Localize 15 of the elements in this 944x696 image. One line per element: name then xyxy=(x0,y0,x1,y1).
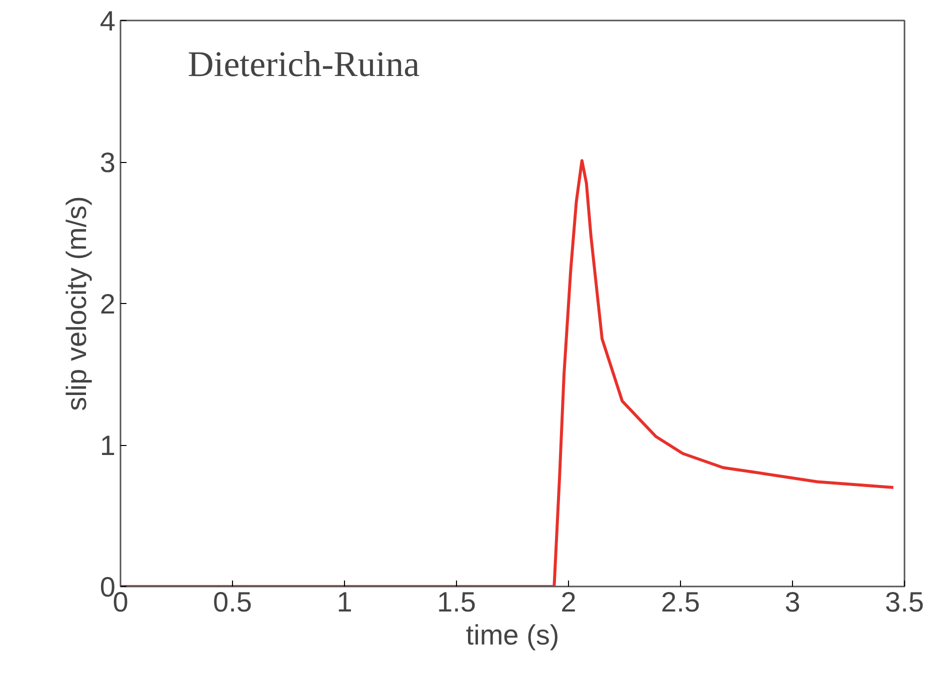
x-tick-label: 1.5 xyxy=(437,586,476,618)
x-tick-label: 3.5 xyxy=(885,586,924,618)
x-tick-label: 1 xyxy=(336,586,352,618)
x-tick-label: 2.5 xyxy=(661,586,700,618)
y-tick-label: 3 xyxy=(100,147,116,178)
x-tick-label: 3 xyxy=(784,586,800,618)
y-axis-title: slip velocity (m/s) xyxy=(60,196,92,411)
y-tick-label: 4 xyxy=(100,6,116,36)
y-tick-label: 1 xyxy=(100,430,116,461)
line-series xyxy=(120,159,895,586)
x-tick-label: 0.5 xyxy=(213,586,252,618)
x-axis-title: time (s) xyxy=(466,620,560,650)
y-tick-label: 2 xyxy=(100,288,116,320)
x-tick-label: 2 xyxy=(560,586,576,618)
annotation: Dieterich-Ruina xyxy=(188,44,420,84)
